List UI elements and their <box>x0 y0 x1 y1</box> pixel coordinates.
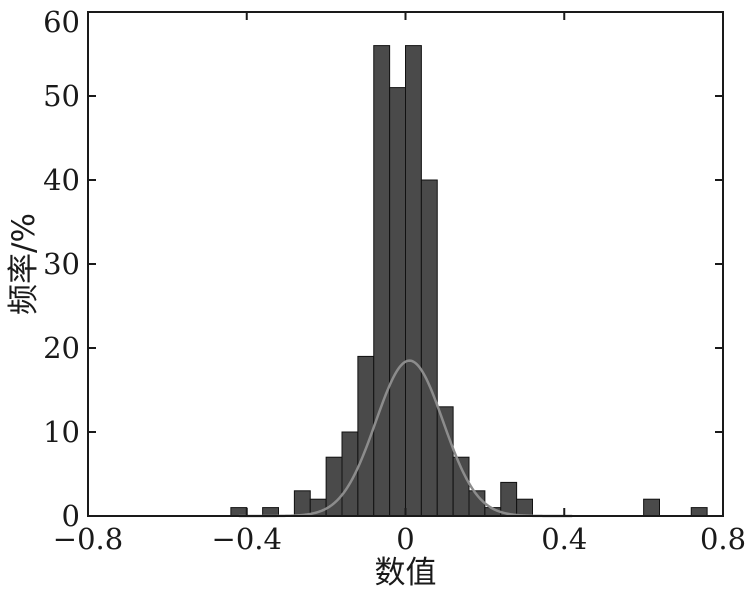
histogram-bars <box>230 45 708 517</box>
x-tick-label: 0.8 <box>700 522 746 556</box>
y-tick-label: 40 <box>43 163 80 197</box>
x-tick-label: 0 <box>396 522 414 556</box>
x-axis-title: 数值 <box>375 555 437 591</box>
y-axis-title: 频率/% <box>6 213 42 315</box>
histogram-bar-18 <box>690 507 708 517</box>
y-tick-label: 0 <box>62 499 80 533</box>
x-tick-label: 0.4 <box>541 522 587 556</box>
x-tick-label: −0.4 <box>212 522 282 556</box>
histogram-bar-16 <box>516 498 533 517</box>
y-tick-label: 50 <box>43 79 80 113</box>
y-axis-ticks: 0 10 20 30 40 50 60 <box>43 5 723 533</box>
y-tick-label: 60 <box>43 5 80 39</box>
histogram-bar-10 <box>420 179 438 517</box>
x-tick-label: −0.8 <box>53 522 123 556</box>
histogram-bar-0 <box>230 507 248 517</box>
y-tick-label: 10 <box>43 415 80 449</box>
histogram-bar-7 <box>373 45 391 517</box>
histogram-bar-2 <box>293 490 311 517</box>
histogram-bar-15 <box>500 481 518 517</box>
histogram-bar-17 <box>643 498 660 517</box>
y-tick-label: 20 <box>43 331 80 365</box>
y-tick-label: 30 <box>43 247 80 281</box>
histogram-bar-11 <box>436 406 454 517</box>
histogram-bar-8 <box>389 87 406 517</box>
histogram-bar-9 <box>405 45 422 517</box>
x-axis-ticks: −0.8 −0.4 0 0.4 0.8 <box>53 12 746 556</box>
